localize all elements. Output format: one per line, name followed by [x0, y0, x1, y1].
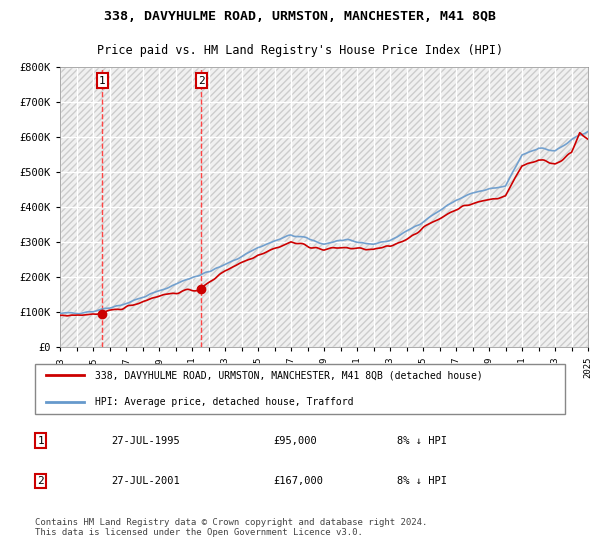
FancyBboxPatch shape: [35, 364, 565, 414]
Text: 2: 2: [37, 476, 44, 486]
Text: 1: 1: [37, 436, 44, 446]
Text: 8% ↓ HPI: 8% ↓ HPI: [397, 436, 447, 446]
Text: Price paid vs. HM Land Registry's House Price Index (HPI): Price paid vs. HM Land Registry's House …: [97, 44, 503, 57]
Text: 1: 1: [99, 76, 106, 86]
Text: HPI: Average price, detached house, Trafford: HPI: Average price, detached house, Traf…: [95, 396, 353, 407]
Text: 27-JUL-1995: 27-JUL-1995: [111, 436, 180, 446]
Text: 27-JUL-2001: 27-JUL-2001: [111, 476, 180, 486]
Text: £95,000: £95,000: [273, 436, 317, 446]
Text: 8% ↓ HPI: 8% ↓ HPI: [397, 476, 447, 486]
Text: 338, DAVYHULME ROAD, URMSTON, MANCHESTER, M41 8QB (detached house): 338, DAVYHULME ROAD, URMSTON, MANCHESTER…: [95, 370, 482, 380]
Text: Contains HM Land Registry data © Crown copyright and database right 2024.
This d: Contains HM Land Registry data © Crown c…: [35, 517, 428, 537]
Text: 2: 2: [198, 76, 205, 86]
Text: 338, DAVYHULME ROAD, URMSTON, MANCHESTER, M41 8QB: 338, DAVYHULME ROAD, URMSTON, MANCHESTER…: [104, 10, 496, 24]
Text: £167,000: £167,000: [273, 476, 323, 486]
